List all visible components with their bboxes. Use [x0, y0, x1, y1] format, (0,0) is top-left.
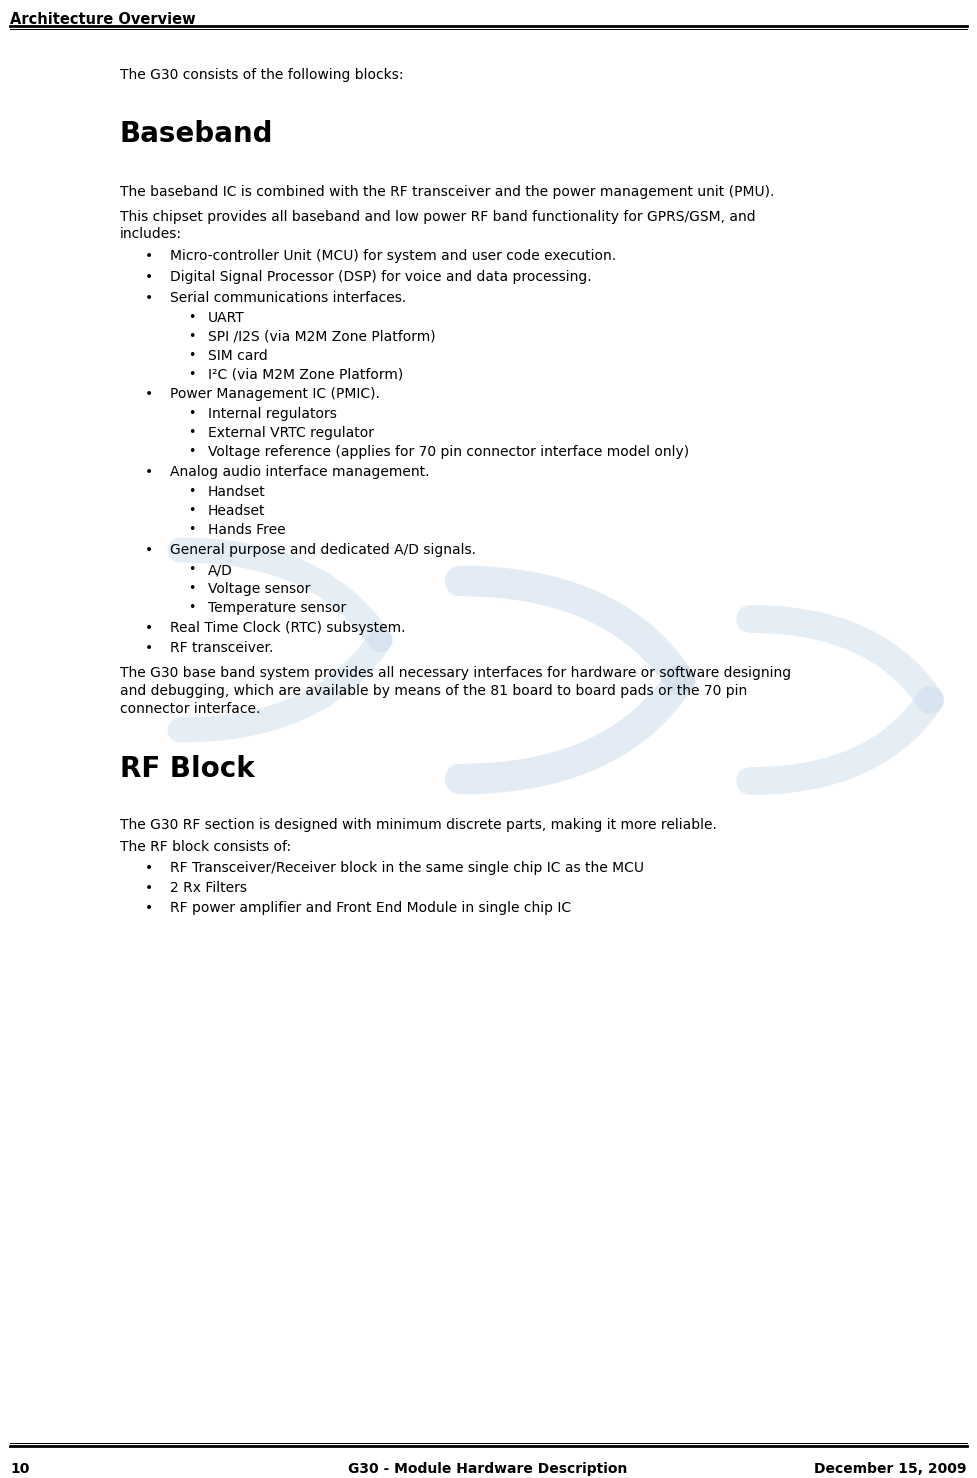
Text: 10: 10: [10, 1462, 29, 1477]
Text: Headset: Headset: [208, 504, 266, 517]
Text: Micro-controller Unit (MCU) for system and user code execution.: Micro-controller Unit (MCU) for system a…: [170, 248, 616, 263]
Text: I²C (via M2M Zone Platform): I²C (via M2M Zone Platform): [208, 368, 404, 381]
Text: RF transceiver.: RF transceiver.: [170, 641, 274, 655]
Text: •: •: [145, 621, 153, 636]
Text: Architecture Overview: Architecture Overview: [10, 12, 195, 27]
Text: •: •: [188, 406, 195, 420]
Text: Handset: Handset: [208, 485, 266, 500]
Text: includes:: includes:: [120, 228, 182, 241]
Text: Real Time Clock (RTC) subsystem.: Real Time Clock (RTC) subsystem.: [170, 621, 405, 636]
Text: •: •: [188, 445, 195, 458]
Text: •: •: [145, 270, 153, 284]
Text: •: •: [188, 485, 195, 498]
Text: The baseband IC is combined with the RF transceiver and the power management uni: The baseband IC is combined with the RF …: [120, 185, 775, 200]
Text: •: •: [145, 466, 153, 479]
Text: •: •: [188, 563, 195, 576]
Text: The G30 consists of the following blocks:: The G30 consists of the following blocks…: [120, 68, 404, 81]
Text: Voltage reference (applies for 70 pin connector interface model only): Voltage reference (applies for 70 pin co…: [208, 445, 689, 460]
Text: General purpose and dedicated A/D signals.: General purpose and dedicated A/D signal…: [170, 542, 476, 557]
Text: •: •: [145, 881, 153, 896]
Text: Voltage sensor: Voltage sensor: [208, 582, 311, 596]
Text: Internal regulators: Internal regulators: [208, 406, 337, 421]
Text: RF Block: RF Block: [120, 755, 255, 783]
Text: •: •: [188, 368, 195, 381]
Text: SIM card: SIM card: [208, 349, 268, 364]
Text: G30 - Module Hardware Description: G30 - Module Hardware Description: [349, 1462, 627, 1477]
Text: •: •: [188, 582, 195, 596]
Text: and debugging, which are available by means of the 81 board to board pads or the: and debugging, which are available by me…: [120, 684, 747, 698]
Text: Serial communications interfaces.: Serial communications interfaces.: [170, 291, 406, 304]
Text: Digital Signal Processor (DSP) for voice and data processing.: Digital Signal Processor (DSP) for voice…: [170, 270, 592, 284]
Text: •: •: [145, 387, 153, 401]
Text: •: •: [188, 349, 195, 362]
Text: Analog audio interface management.: Analog audio interface management.: [170, 466, 430, 479]
Text: Baseband: Baseband: [120, 120, 274, 148]
Text: Hands Free: Hands Free: [208, 523, 285, 537]
Text: This chipset provides all baseband and low power RF band functionality for GPRS/: This chipset provides all baseband and l…: [120, 210, 755, 225]
Text: UART: UART: [208, 310, 245, 325]
Text: Temperature sensor: Temperature sensor: [208, 602, 346, 615]
Text: •: •: [145, 542, 153, 557]
Text: The RF block consists of:: The RF block consists of:: [120, 840, 291, 854]
Text: The G30 RF section is designed with minimum discrete parts, making it more relia: The G30 RF section is designed with mini…: [120, 817, 717, 832]
Text: A/D: A/D: [208, 563, 233, 576]
Text: connector interface.: connector interface.: [120, 702, 261, 715]
Text: •: •: [188, 330, 195, 343]
Text: 2 Rx Filters: 2 Rx Filters: [170, 881, 247, 896]
Text: •: •: [188, 310, 195, 324]
Text: •: •: [145, 902, 153, 915]
Text: •: •: [188, 523, 195, 537]
Text: December 15, 2009: December 15, 2009: [815, 1462, 967, 1477]
Text: RF power amplifier and Front End Module in single chip IC: RF power amplifier and Front End Module …: [170, 902, 572, 915]
Text: •: •: [145, 641, 153, 655]
Text: •: •: [188, 602, 195, 613]
Text: •: •: [188, 426, 195, 439]
Text: •: •: [145, 862, 153, 875]
Text: RF Transceiver/Receiver block in the same single chip IC as the MCU: RF Transceiver/Receiver block in the sam…: [170, 862, 644, 875]
Text: •: •: [188, 504, 195, 517]
Text: •: •: [145, 248, 153, 263]
Text: External VRTC regulator: External VRTC regulator: [208, 426, 374, 440]
Text: SPI /I2S (via M2M Zone Platform): SPI /I2S (via M2M Zone Platform): [208, 330, 436, 344]
Text: •: •: [145, 291, 153, 304]
Text: Power Management IC (PMIC).: Power Management IC (PMIC).: [170, 387, 380, 401]
Text: The G30 base band system provides all necessary interfaces for hardware or softw: The G30 base band system provides all ne…: [120, 667, 791, 680]
